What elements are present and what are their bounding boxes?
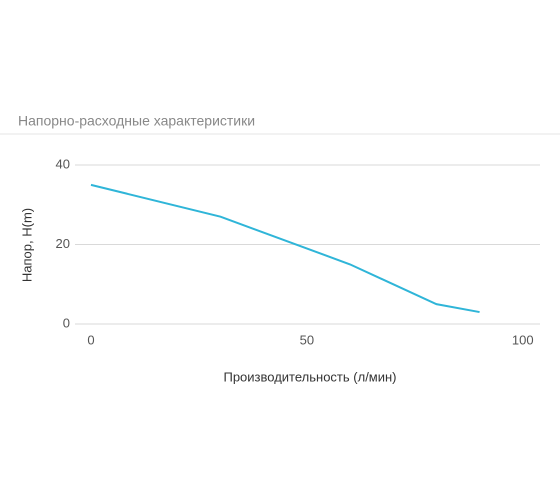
data-line bbox=[90, 183, 480, 314]
y-axis-label: Напор, H(m) bbox=[19, 208, 34, 282]
x-axis-label: Производительность (л/мин) bbox=[223, 369, 396, 384]
y-tick-label: 20 bbox=[56, 236, 70, 251]
x-tick-label: 50 bbox=[300, 332, 314, 347]
y-tick-label: 40 bbox=[56, 156, 70, 171]
x-tick-label: 100 bbox=[512, 332, 534, 347]
panel-title: Напорно-расходные характеристики bbox=[18, 113, 255, 129]
y-tick-label: 0 bbox=[63, 315, 70, 330]
x-tick-label: 0 bbox=[87, 332, 94, 347]
